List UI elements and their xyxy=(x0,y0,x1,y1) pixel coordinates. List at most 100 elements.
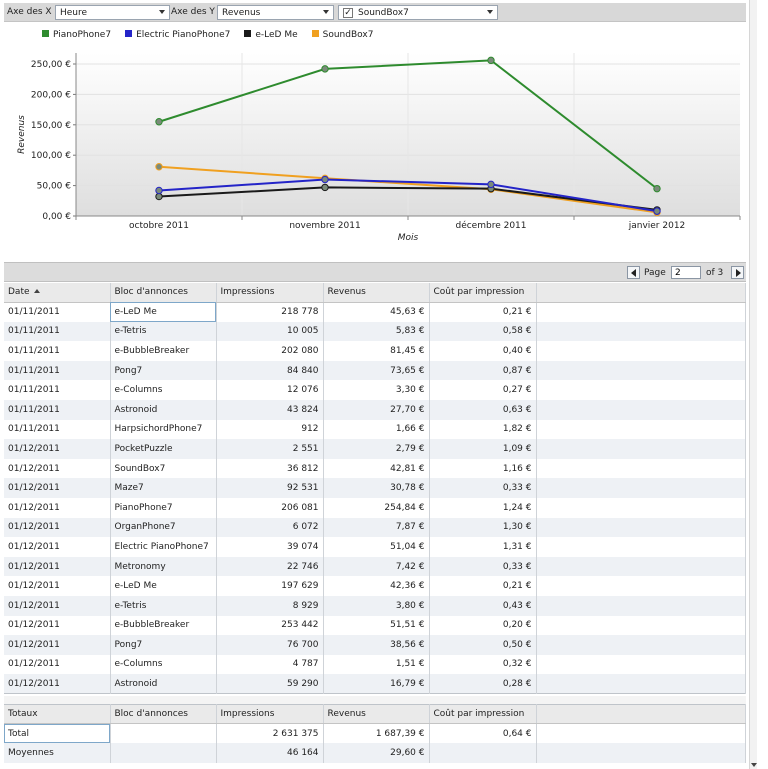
table-row[interactable]: 01/12/2011 e-BubbleBreaker 253 442 51,51 €0… xyxy=(4,615,746,636)
table-cell[interactable]: 27,70 € xyxy=(323,399,430,420)
column-header-date[interactable]: Date xyxy=(4,283,111,303)
table-cell[interactable]: 0,43 € xyxy=(429,595,537,616)
table-cell[interactable]: 8 929 xyxy=(216,595,324,616)
table-cell[interactable]: 0,40 € xyxy=(429,341,537,361)
table-cell[interactable]: 42,36 € xyxy=(323,576,430,596)
table-cell[interactable]: e-Columns xyxy=(110,654,217,675)
x-axis-select[interactable]: Heure xyxy=(55,5,170,20)
table-cell[interactable]: 29,60 € xyxy=(323,743,430,763)
table-cell[interactable]: 73,65 € xyxy=(323,360,430,381)
table-cell[interactable]: e-Tetris xyxy=(110,595,217,616)
column-header-impressions[interactable]: Impressions xyxy=(216,283,324,303)
table-cell[interactable]: 253 442 xyxy=(216,615,324,636)
checkbox-icon[interactable]: ✓ xyxy=(343,8,353,18)
table-cell[interactable]: OrganPhone7 xyxy=(110,517,217,538)
table-cell[interactable]: 0,64 € xyxy=(429,723,537,744)
table-cell[interactable]: Pong7 xyxy=(110,635,217,655)
table-row[interactable]: 01/11/2011 Pong7 84 840 73,65 €0,87 € xyxy=(4,360,746,381)
table-cell[interactable]: 01/12/2011 xyxy=(4,497,111,518)
table-cell[interactable]: 01/12/2011 xyxy=(4,537,111,557)
table-cell[interactable]: Electric PianoPhone7 xyxy=(110,537,217,557)
table-cell[interactable]: 1,51 € xyxy=(323,654,430,675)
table-row[interactable]: 01/11/2011 e-BubbleBreaker 202 080 81,45 €0… xyxy=(4,341,746,361)
column-header-revenue[interactable]: Revenus xyxy=(323,283,430,303)
table-cell[interactable]: 2 551 xyxy=(216,439,324,459)
table-cell[interactable]: 76 700 xyxy=(216,635,324,655)
table-cell[interactable]: 01/11/2011 xyxy=(4,360,111,381)
table-cell[interactable]: 01/12/2011 xyxy=(4,478,111,498)
table-cell[interactable]: 01/11/2011 xyxy=(4,321,111,342)
table-cell[interactable]: 912 xyxy=(216,419,324,440)
table-cell[interactable]: 0,20 € xyxy=(429,615,537,636)
table-cell[interactable]: HarpsichordPhone7 xyxy=(110,419,217,440)
table-cell[interactable]: 84 840 xyxy=(216,360,324,381)
table-cell[interactable]: PianoPhone7 xyxy=(110,497,217,518)
table-cell[interactable]: 0,32 € xyxy=(429,654,537,675)
table-cell[interactable]: e-LeD Me xyxy=(110,302,217,322)
table-cell[interactable]: 30,78 € xyxy=(323,478,430,498)
table-cell[interactable]: 1,82 € xyxy=(429,419,537,440)
table-row[interactable]: 01/11/2011 e-Tetris 10 005 5,83 €0,58 € xyxy=(4,321,746,342)
table-cell[interactable]: 59 290 xyxy=(216,674,324,694)
table-row[interactable]: 01/11/2011 e-LeD Me 218 778 45,63 €0,21 € xyxy=(4,302,746,322)
table-cell[interactable]: 01/11/2011 xyxy=(4,341,111,361)
vertical-scrollbar[interactable] xyxy=(749,0,757,769)
table-cell[interactable]: 2 631 375 xyxy=(216,723,324,744)
table-cell[interactable]: 43 824 xyxy=(216,399,324,420)
next-page-button[interactable] xyxy=(731,266,744,279)
table-cell[interactable]: Metronomy xyxy=(110,556,217,577)
table-cell[interactable]: 4 787 xyxy=(216,654,324,675)
table-cell[interactable]: 01/11/2011 xyxy=(4,302,111,322)
table-cell[interactable]: 22 746 xyxy=(216,556,324,577)
table-cell[interactable] xyxy=(110,723,217,744)
table-cell[interactable]: 01/11/2011 xyxy=(4,399,111,420)
table-cell[interactable]: 1,09 € xyxy=(429,439,537,459)
table-row[interactable]: 01/12/2011 PocketPuzzle 2 551 2,79 €1,09 € xyxy=(4,439,746,459)
table-cell[interactable]: 39 074 xyxy=(216,537,324,557)
table-cell[interactable]: 3,80 € xyxy=(323,595,430,616)
table-cell[interactable]: 46 164 xyxy=(216,743,324,763)
table-cell[interactable]: 2,79 € xyxy=(323,439,430,459)
table-cell[interactable]: 0,33 € xyxy=(429,478,537,498)
table-cell[interactable]: 01/12/2011 xyxy=(4,635,111,655)
table-row[interactable]: 01/12/2011 SoundBox7 36 812 42,81 €1,16 € xyxy=(4,458,746,479)
table-cell[interactable]: 5,83 € xyxy=(323,321,430,342)
table-cell[interactable]: 01/12/2011 xyxy=(4,517,111,538)
table-cell[interactable]: 0,58 € xyxy=(429,321,537,342)
table-cell[interactable]: e-Tetris xyxy=(110,321,217,342)
table-cell[interactable]: 1,16 € xyxy=(429,458,537,479)
table-cell[interactable]: 16,79 € xyxy=(323,674,430,694)
table-cell[interactable]: 0,50 € xyxy=(429,635,537,655)
table-cell[interactable]: 0,21 € xyxy=(429,302,537,322)
table-row[interactable]: 01/11/2011 e-Columns 12 076 3,30 €0,27 € xyxy=(4,380,746,400)
table-cell[interactable] xyxy=(429,743,537,763)
table-cell[interactable]: 1,30 € xyxy=(429,517,537,538)
table-cell[interactable]: 51,51 € xyxy=(323,615,430,636)
table-row[interactable]: 01/11/2011 HarpsichordPhone7 912 1,66 €1,82… xyxy=(4,419,746,440)
table-cell[interactable]: 42,81 € xyxy=(323,458,430,479)
table-row[interactable]: 01/12/2011 Metronomy 22 746 7,42 €0,33 € xyxy=(4,556,746,577)
table-cell[interactable]: SoundBox7 xyxy=(110,458,217,479)
table-cell[interactable]: 01/12/2011 xyxy=(4,595,111,616)
table-cell[interactable]: 38,56 € xyxy=(323,635,430,655)
table-cell[interactable]: 01/12/2011 xyxy=(4,576,111,596)
y-axis-select[interactable]: Revenus xyxy=(217,5,334,20)
table-cell[interactable]: 6 072 xyxy=(216,517,324,538)
scroll-down-arrow-icon[interactable] xyxy=(751,763,757,767)
table-cell[interactable]: 0,21 € xyxy=(429,576,537,596)
table-cell[interactable]: 01/12/2011 xyxy=(4,615,111,636)
table-row[interactable]: 01/12/2011 e-Tetris 8 929 3,80 €0,43 € xyxy=(4,595,746,616)
table-cell[interactable]: Total xyxy=(4,723,111,744)
table-row[interactable]: 01/12/2011 PianoPhone7 206 081 254,84 €1,24… xyxy=(4,497,746,518)
table-cell[interactable]: 45,63 € xyxy=(323,302,430,322)
table-cell[interactable]: 7,42 € xyxy=(323,556,430,577)
table-cell[interactable]: 01/11/2011 xyxy=(4,380,111,400)
table-cell[interactable]: 0,27 € xyxy=(429,380,537,400)
table-cell[interactable]: Astronoid xyxy=(110,674,217,694)
table-row[interactable]: 01/12/2011 Electric PianoPhone7 39 074 51,0… xyxy=(4,537,746,557)
table-cell[interactable]: 206 081 xyxy=(216,497,324,518)
table-cell[interactable]: e-BubbleBreaker xyxy=(110,341,217,361)
totals-row[interactable]: Moyennes 46 164 29,60 € xyxy=(4,743,746,763)
table-cell[interactable]: 01/12/2011 xyxy=(4,439,111,459)
table-cell[interactable]: 36 812 xyxy=(216,458,324,479)
